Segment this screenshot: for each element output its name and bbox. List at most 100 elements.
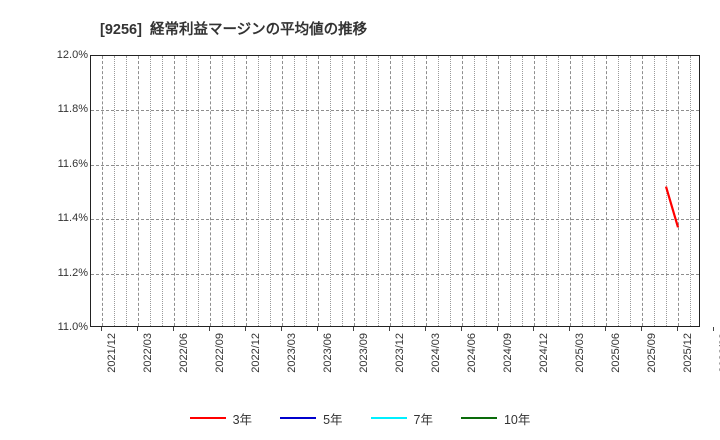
gridline-vertical-major xyxy=(318,56,319,326)
x-axis-tick-mark xyxy=(353,327,354,331)
gridline-vertical-minor xyxy=(630,56,631,326)
gridline-vertical-major xyxy=(246,56,247,326)
gridline-vertical-minor xyxy=(546,56,547,326)
x-axis-tick-label: 2025/09 xyxy=(646,333,658,373)
x-axis-tick-label: 2022/03 xyxy=(142,333,154,373)
gridline-vertical-major xyxy=(354,56,355,326)
gridline-vertical-major xyxy=(390,56,391,326)
series-layer xyxy=(664,186,680,228)
x-axis-tick-label: 2024/12 xyxy=(538,333,550,373)
x-axis-tick-label: 2022/09 xyxy=(214,333,226,373)
x-axis-tick-label: 2025/12 xyxy=(682,333,694,373)
gridline-vertical-minor xyxy=(162,56,163,326)
gridline-vertical-major xyxy=(498,56,499,326)
x-axis-tick-label: 2023/06 xyxy=(322,333,334,373)
gridline-vertical-minor xyxy=(582,56,583,326)
y-axis-tick-label: 11.6% xyxy=(57,157,88,170)
x-axis-tick-mark xyxy=(461,327,462,331)
gridline-vertical-major xyxy=(606,56,607,326)
gridline-vertical-minor xyxy=(330,56,331,326)
legend-label: 5年 xyxy=(323,412,343,427)
x-axis-tick-label: 2024/09 xyxy=(502,333,514,373)
gridline-vertical-minor xyxy=(510,56,511,326)
x-axis-tick-mark xyxy=(209,327,210,331)
gridline-vertical-major xyxy=(174,56,175,326)
x-axis-tick-mark xyxy=(641,327,642,331)
gridline-vertical-minor xyxy=(666,56,667,326)
plot-area xyxy=(90,55,700,327)
gridline-vertical-minor xyxy=(342,56,343,326)
chart-legend: 3年 5年 7年 10年 xyxy=(0,405,720,431)
legend-item-10年[interactable]: 10年 xyxy=(460,409,531,428)
gridline-vertical-minor xyxy=(258,56,259,326)
gridline-vertical-minor xyxy=(114,56,115,326)
gridline-vertical-major xyxy=(102,56,103,326)
gridline-vertical-major xyxy=(138,56,139,326)
legend-item-5年[interactable]: 5年 xyxy=(280,409,343,428)
legend-swatch-icon xyxy=(280,417,317,419)
x-axis-tick-mark xyxy=(389,327,390,331)
x-axis-tick-label: 2021/12 xyxy=(106,333,118,373)
gridline-vertical-major xyxy=(570,56,571,326)
legend-swatch-icon xyxy=(460,417,497,419)
page-title: [9256] 経常利益マージンの平均値の推移 xyxy=(100,22,368,38)
gridline-vertical-minor xyxy=(558,56,559,326)
gridline-vertical-major xyxy=(642,56,643,326)
y-axis-tick-label: 11.4% xyxy=(57,212,88,225)
gridline-vertical-minor xyxy=(522,56,523,326)
x-axis-tick-mark xyxy=(605,327,606,331)
gridline-vertical-major xyxy=(210,56,211,326)
gridline-vertical-minor xyxy=(618,56,619,326)
x-axis-tick-label: 2022/12 xyxy=(250,333,262,373)
y-axis-tick-label: 11.0% xyxy=(57,321,88,333)
x-axis-tick-label: 2023/09 xyxy=(358,333,370,373)
gridline-vertical-minor xyxy=(414,56,415,326)
gridline-vertical-minor xyxy=(402,56,403,326)
x-axis-tick-mark xyxy=(101,327,102,331)
x-axis-tick-label: 2022/06 xyxy=(178,333,190,373)
x-axis-tick-mark xyxy=(569,327,570,331)
legend-label: 3年 xyxy=(232,412,253,427)
x-axis-tick-mark xyxy=(533,327,534,331)
gridline-vertical-minor xyxy=(306,56,307,326)
gridline-vertical-minor xyxy=(150,56,151,326)
legend-item-3年[interactable]: 3年 xyxy=(189,409,253,428)
y-axis-tick-label: 11.2% xyxy=(57,266,88,279)
gridline-vertical-minor xyxy=(366,56,367,326)
x-axis-tick-mark xyxy=(713,327,714,331)
x-axis-tick-mark xyxy=(245,327,246,331)
gridline-vertical-minor xyxy=(198,56,199,326)
x-axis-tick-mark xyxy=(281,327,282,331)
gridline-vertical-minor xyxy=(186,56,187,326)
gridline-vertical-minor xyxy=(270,56,271,326)
gridline-vertical-minor xyxy=(450,56,451,326)
y-axis-tick-label: 12.0% xyxy=(56,49,88,61)
x-axis-tick-mark xyxy=(137,327,138,331)
legend-label: 10年 xyxy=(503,412,531,427)
gridline-vertical-minor xyxy=(294,56,295,326)
gridline-vertical-minor xyxy=(378,56,379,326)
gridline-vertical-minor xyxy=(474,56,475,326)
gridline-vertical-minor xyxy=(654,56,655,326)
legend-swatch-icon xyxy=(370,417,407,419)
gridline-vertical-minor xyxy=(126,56,127,326)
x-axis-tick-label: 2023/03 xyxy=(286,333,298,373)
gridline-horizontal xyxy=(91,219,699,221)
gridline-vertical-minor xyxy=(222,56,223,326)
gridline-vertical-minor xyxy=(594,56,595,326)
gridline-horizontal xyxy=(91,164,699,166)
x-axis-tick-mark xyxy=(425,327,426,331)
x-axis-tick-label: 2024/03 xyxy=(430,333,442,373)
legend-item-7年[interactable]: 7年 xyxy=(370,409,433,428)
gridline-vertical-minor xyxy=(486,56,487,326)
gridline-vertical-minor xyxy=(438,56,439,326)
gridline-vertical-major xyxy=(462,56,463,326)
x-axis-tick-label: 2024/06 xyxy=(466,333,478,373)
gridline-vertical-minor xyxy=(690,56,691,326)
legend-swatch-icon xyxy=(189,417,226,419)
x-axis-tick-label: 2025/03 xyxy=(574,333,586,373)
x-axis-tick-mark xyxy=(677,327,678,331)
x-axis-tick-mark xyxy=(497,327,498,331)
y-axis-tick-label: 11.8% xyxy=(57,103,88,116)
